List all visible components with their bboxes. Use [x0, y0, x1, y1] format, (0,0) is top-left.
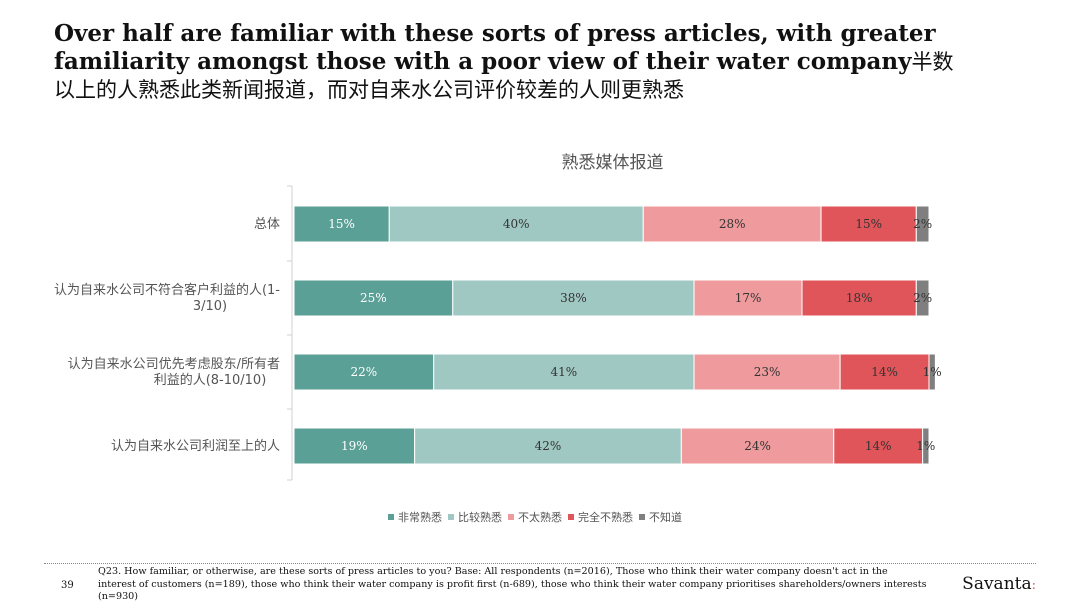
legend-label: 完全不熟悉 — [578, 511, 633, 524]
bar-segment — [680, 427, 835, 465]
category-label: 认为自来水公司利润至上的人 — [111, 438, 280, 454]
legend-item: 非常熟悉 — [388, 509, 442, 525]
data-label: 2% — [913, 291, 932, 305]
data-label: 22% — [351, 365, 378, 379]
chart-title: 熟悉媒体报道 — [561, 153, 664, 173]
bar-segment — [839, 353, 930, 391]
headline: Over half are familiar with these sorts … — [54, 20, 1034, 104]
legend-swatch — [448, 514, 454, 520]
category-label: 总体 — [254, 217, 280, 232]
bar-segment — [833, 427, 924, 465]
bar-segment — [922, 427, 930, 465]
legend-swatch — [388, 514, 394, 520]
headline-chinese-inline: 半数 — [911, 50, 954, 74]
category-label: 认为自来水公司不符合客户利益的人(1- — [54, 282, 280, 298]
bar-segment — [693, 353, 841, 391]
data-label: 19% — [341, 439, 368, 453]
brand-name: Savanta — [962, 574, 1032, 594]
legend-item: 不太熟悉 — [508, 509, 562, 525]
data-label: 38% — [560, 291, 587, 305]
data-label: 23% — [754, 365, 781, 379]
data-label: 18% — [846, 291, 873, 305]
bar-segment — [414, 427, 682, 465]
legend-item: 比较熟悉 — [448, 509, 502, 525]
legend-label: 比较熟悉 — [458, 511, 502, 524]
legend-item: 完全不熟悉 — [568, 509, 633, 525]
legend-label: 不太熟悉 — [518, 511, 562, 524]
data-label: 41% — [551, 365, 578, 379]
bar-segment — [915, 205, 930, 243]
data-label: 15% — [855, 217, 882, 231]
bar-segment — [293, 279, 454, 317]
bar-segment — [915, 279, 930, 317]
brand-mark: : — [1031, 578, 1036, 593]
bar-segment — [801, 279, 917, 317]
category-label: 3/10) — [193, 299, 227, 314]
legend-swatch — [639, 514, 645, 520]
bar-segment — [433, 353, 695, 391]
footer-divider — [44, 563, 1036, 564]
legend-swatch — [568, 514, 574, 520]
footnote: Q23. How familiar, or otherwise, are the… — [98, 566, 927, 602]
bar-segment — [820, 205, 917, 243]
data-label: 14% — [865, 439, 892, 453]
data-label: 40% — [503, 217, 530, 231]
data-label: 1% — [923, 365, 942, 379]
chart-legend: 非常熟悉 比较熟悉 不太熟悉 完全不熟悉 不知道 — [0, 509, 1070, 525]
data-label: 24% — [744, 439, 771, 453]
headline-chinese: 以上的人熟悉此类新闻报道，而对自来水公司评价较差的人则更熟悉 — [54, 78, 684, 102]
legend-label: 非常熟悉 — [398, 511, 442, 524]
legend-item: 不知道 — [639, 509, 682, 525]
headline-english: Over half are familiar with these sorts … — [54, 20, 936, 75]
bar-segment — [293, 205, 390, 243]
category-label: 认为自来水公司优先考虑股东/所有者 — [68, 357, 280, 372]
bar-segment — [452, 279, 695, 317]
data-label: 17% — [735, 291, 762, 305]
bar-segment — [693, 279, 803, 317]
brand-logo: Savanta: — [962, 574, 1036, 594]
data-label: 42% — [535, 439, 562, 453]
bar-segment — [928, 353, 936, 391]
legend-swatch — [508, 514, 514, 520]
category-label: 利益的人(8-10/10) — [154, 372, 267, 388]
stacked-bar-chart: 总体 15% 40% 28% 15% 2% 认为自来水公司不符合客户利益的人(1-3/10)… — [54, 185, 942, 481]
data-label: 28% — [719, 217, 746, 231]
page-number: 39 — [61, 580, 74, 591]
data-label: 15% — [328, 217, 355, 231]
data-label: 2% — [913, 217, 932, 231]
data-label: 14% — [871, 365, 898, 379]
bar-segment — [293, 353, 435, 391]
data-label: 1% — [916, 439, 935, 453]
data-label: 25% — [360, 291, 387, 305]
bar-segment — [293, 427, 416, 465]
legend-label: 不知道 — [649, 511, 682, 524]
